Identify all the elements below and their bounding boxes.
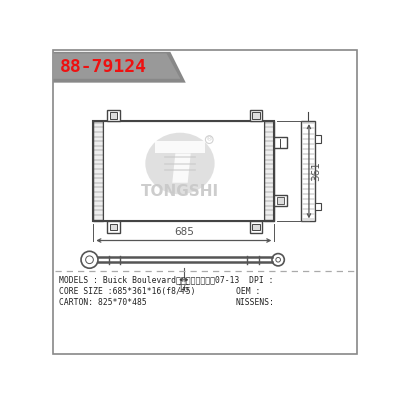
Ellipse shape	[145, 133, 215, 194]
Text: CARTON: 825*70*485: CARTON: 825*70*485	[59, 298, 146, 307]
Text: MODELS : Buick Boulevard（别克林药大道）07-13  DPI :: MODELS : Buick Boulevard（别克林药大道）07-13 DP…	[59, 275, 273, 284]
Text: OEM :: OEM :	[236, 287, 260, 296]
Bar	[274, 195, 287, 206]
Bar	[93, 121, 103, 221]
Bar	[110, 224, 117, 230]
Bar	[264, 121, 274, 221]
Bar	[107, 221, 120, 233]
Bar	[155, 141, 205, 154]
Bar	[107, 110, 120, 121]
Bar	[274, 137, 287, 148]
Bar	[315, 135, 320, 143]
Text: 361: 361	[311, 161, 321, 181]
Bar	[252, 224, 260, 230]
Bar	[93, 121, 274, 221]
Polygon shape	[172, 154, 191, 183]
Polygon shape	[53, 53, 180, 79]
Text: ®: ®	[206, 137, 213, 143]
Bar	[277, 197, 284, 204]
Text: 88-79124: 88-79124	[60, 58, 147, 76]
Bar	[252, 112, 260, 119]
Text: TONGSHI: TONGSHI	[141, 184, 219, 200]
Polygon shape	[53, 52, 186, 83]
Text: NISSENS:: NISSENS:	[236, 298, 275, 307]
Bar	[110, 112, 117, 119]
Text: CORE SIZE :685*361*16(f8/f5): CORE SIZE :685*361*16(f8/f5)	[59, 287, 195, 296]
Bar	[250, 110, 262, 121]
Bar	[301, 121, 315, 221]
Text: 16: 16	[178, 284, 190, 294]
Bar	[315, 203, 320, 210]
Bar	[250, 221, 262, 233]
Bar	[103, 121, 264, 221]
Text: 685: 685	[174, 228, 194, 238]
